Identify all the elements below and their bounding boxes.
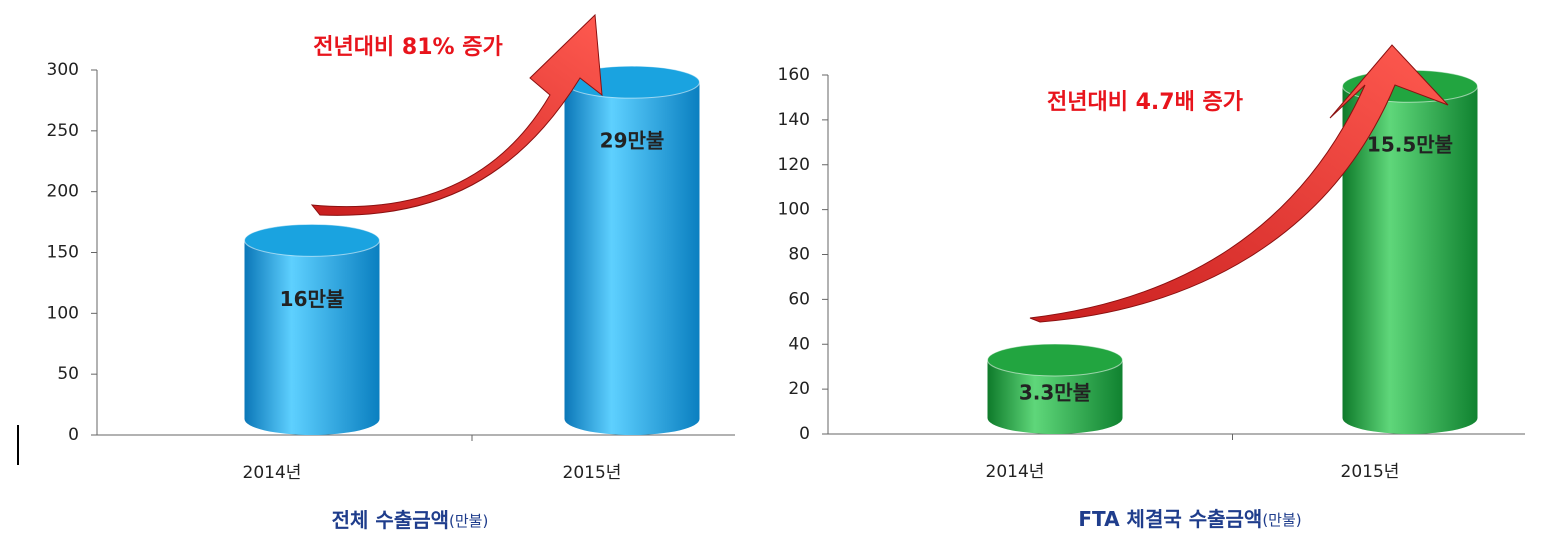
y-tick-label: 100 xyxy=(778,200,810,220)
bar-bottom xyxy=(987,402,1123,434)
x-tick-label: 2014년 xyxy=(243,463,302,483)
x-axis-title: 전체 수출금액(만불) xyxy=(332,508,489,532)
x-axis-title-unit: (만불) xyxy=(1262,511,1301,529)
x-tick-label: 2015년 xyxy=(563,463,622,483)
y-tick-label: 250 xyxy=(47,121,79,141)
bar-top xyxy=(244,223,380,257)
y-tick-label: 50 xyxy=(57,364,79,384)
y-tick-label: 160 xyxy=(778,65,810,85)
growth-arrow xyxy=(310,13,603,216)
y-tick-label: 20 xyxy=(788,379,810,399)
growth-arrow xyxy=(1029,44,1449,323)
cylinder xyxy=(244,223,380,435)
x-axis-title-unit: (만불) xyxy=(449,512,488,530)
x-axis-title: FTA 체결국 수출금액(만불) xyxy=(1078,507,1301,531)
x-axis-title-main: FTA 체결국 수출금액 xyxy=(1078,507,1262,531)
value-label: 15.5만불 xyxy=(1367,133,1453,157)
annotation: 전년대비 4.7배 증가 xyxy=(1047,90,1243,115)
value-label: 3.3만불 xyxy=(1019,381,1091,405)
value-label: 16만불 xyxy=(280,287,345,311)
bar-bottom xyxy=(564,403,700,435)
bar-bottom xyxy=(1342,402,1478,434)
y-tick-label: 120 xyxy=(778,155,810,175)
y-tick-label: 0 xyxy=(68,425,79,445)
y-tick-label: 200 xyxy=(47,182,79,202)
y-tick-label: 100 xyxy=(47,303,79,323)
y-tick-label: 60 xyxy=(788,289,810,309)
x-axis-title-main: 전체 수출금액 xyxy=(332,508,449,532)
x-tick-label: 2015년 xyxy=(1341,462,1400,482)
bar-top xyxy=(987,343,1123,377)
annotation: 전년대비 81% 증가 xyxy=(313,35,502,60)
bar xyxy=(244,240,380,419)
y-tick-label: 80 xyxy=(788,245,810,265)
bar-bottom xyxy=(244,403,380,435)
charts: 05010015020025030016만불2014년29만불2015년전년대비… xyxy=(47,35,1525,532)
x-tick-label: 2014년 xyxy=(986,462,1045,482)
value-label: 29만불 xyxy=(600,129,665,153)
y-tick-label: 150 xyxy=(47,243,79,263)
y-tick-label: 0 xyxy=(799,424,810,444)
cylinder xyxy=(987,343,1123,434)
y-tick-label: 140 xyxy=(778,110,810,130)
y-tick-label: 300 xyxy=(47,60,79,80)
bar xyxy=(564,82,700,420)
cylinder xyxy=(564,65,700,435)
y-tick-label: 40 xyxy=(788,334,810,354)
